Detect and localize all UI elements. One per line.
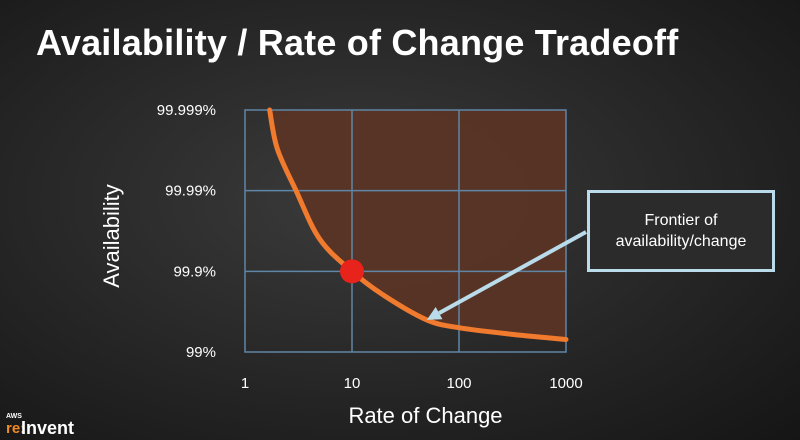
highlight-point bbox=[340, 259, 364, 284]
logo-re-text: re: bbox=[6, 420, 26, 437]
reinvent-logo: AWS re: Invent bbox=[6, 411, 86, 438]
frontier-curve-line bbox=[267, 107, 569, 343]
plot-frame bbox=[244, 109, 567, 353]
logo-invent-text: Invent bbox=[21, 418, 75, 438]
x-axis-label: Rate of Change bbox=[348, 403, 502, 428]
x-tick-labels: 1 10 100 1000 bbox=[241, 375, 583, 392]
plot-border bbox=[244, 109, 567, 353]
slide-title: Availability / Rate of Change Tradeoff bbox=[36, 22, 679, 63]
callout-line-2: availability/change bbox=[615, 233, 747, 250]
y-axis-label: Availability bbox=[99, 184, 124, 288]
y-tick-label: 99.999% bbox=[157, 102, 216, 119]
x-tick-label: 1 bbox=[241, 375, 249, 392]
curve-group bbox=[267, 107, 569, 343]
callout-arrow-line bbox=[438, 230, 587, 315]
callout-arrow-head bbox=[426, 307, 443, 320]
x-tick-label: 100 bbox=[446, 375, 471, 392]
x-tick-label: 1000 bbox=[549, 375, 582, 392]
y-tick-label: 99.9% bbox=[173, 263, 216, 280]
annotation-callout: Frontier of availability/change bbox=[587, 190, 775, 272]
arrow-group bbox=[426, 230, 587, 320]
x-tick-label: 10 bbox=[344, 375, 361, 392]
y-tick-label: 99.99% bbox=[165, 183, 216, 200]
logo-aws-text: AWS bbox=[6, 413, 22, 420]
y-tick-labels: 99% 99.9% 99.99% 99.999% bbox=[157, 102, 216, 361]
callout-line-1: Frontier of bbox=[644, 212, 718, 229]
grid-lines bbox=[245, 110, 566, 352]
y-tick-label: 99% bbox=[186, 344, 216, 361]
